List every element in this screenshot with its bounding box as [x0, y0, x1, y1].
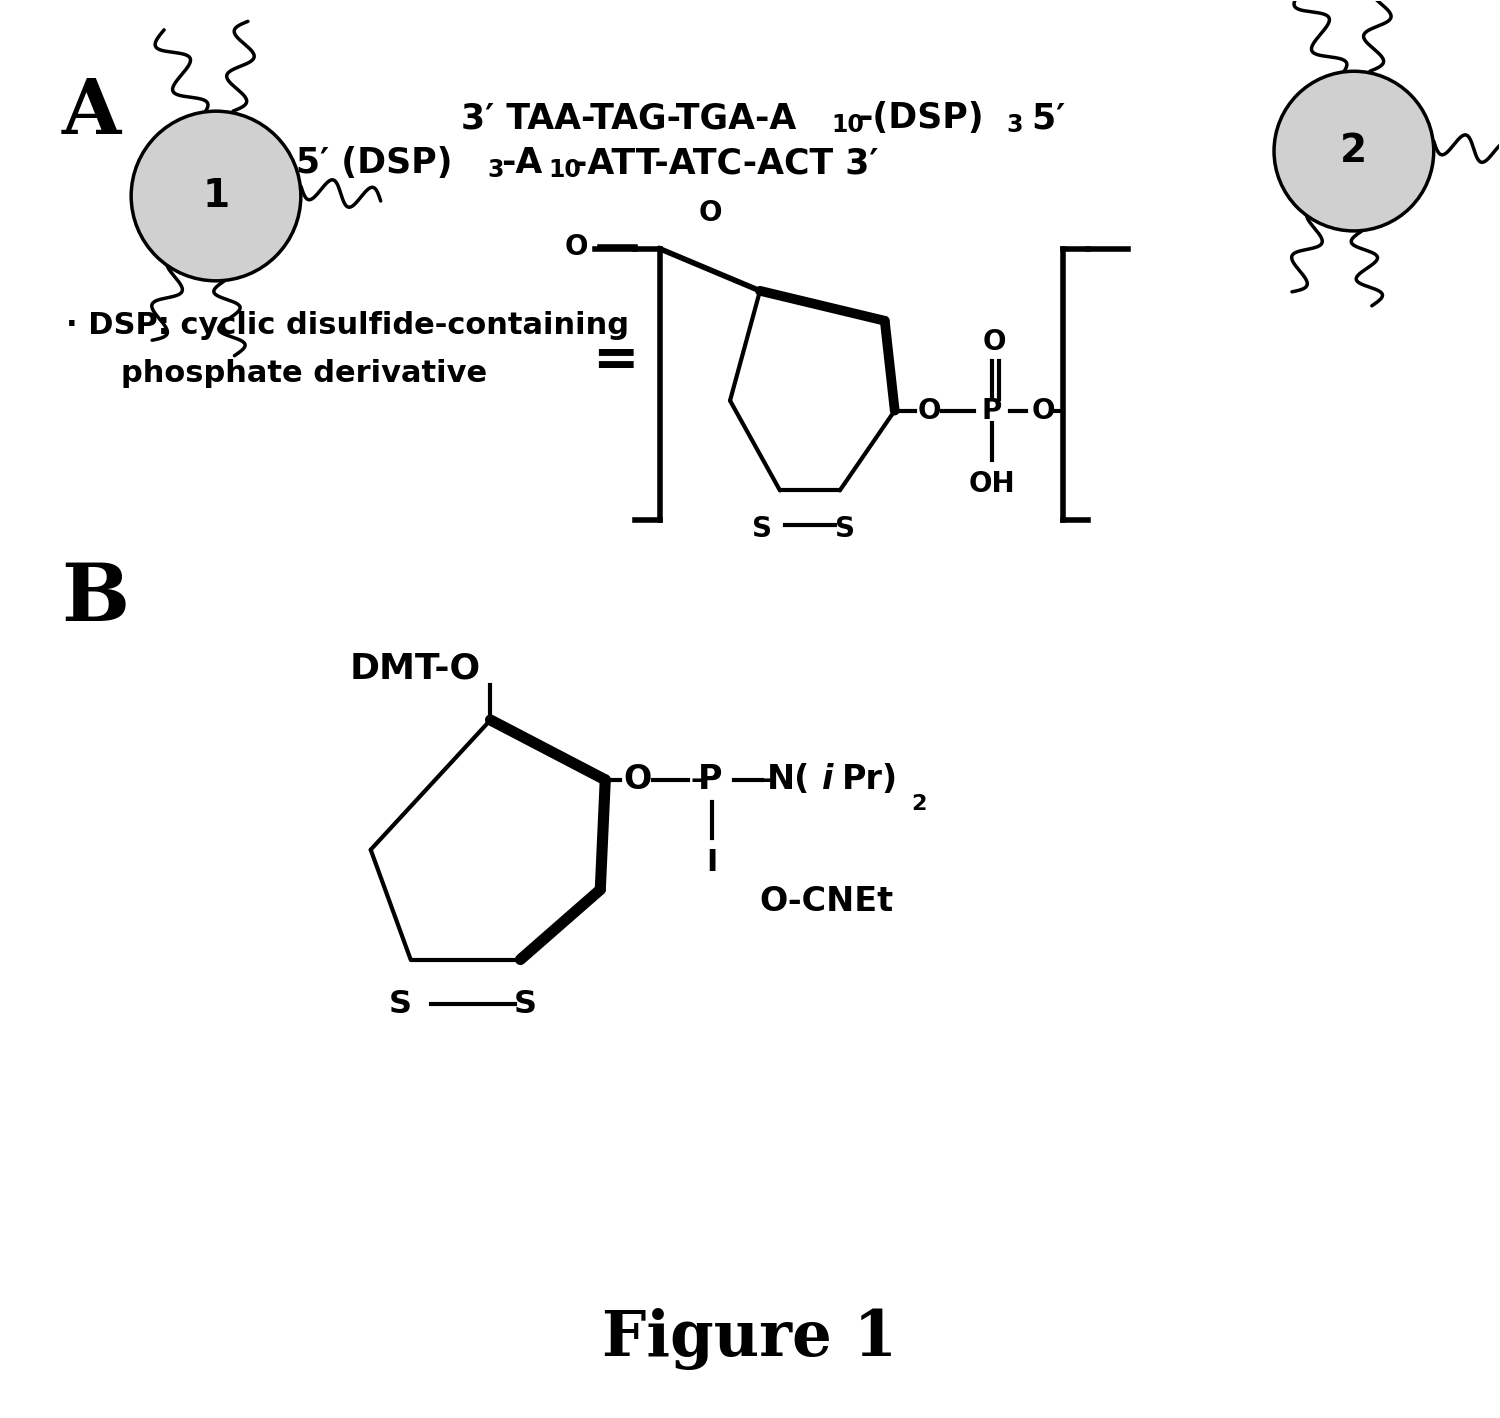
Text: S: S: [388, 990, 412, 1021]
Text: =: =: [592, 333, 639, 387]
Text: P: P: [698, 763, 723, 797]
Text: OH: OH: [968, 471, 1016, 499]
Text: O: O: [982, 328, 1006, 356]
Circle shape: [1274, 71, 1434, 231]
Text: S: S: [752, 515, 772, 543]
Text: Pr): Pr): [842, 763, 898, 797]
Text: N(: N(: [766, 763, 810, 797]
Text: 2: 2: [912, 794, 927, 814]
Text: · DSP: cyclic disulfide-containing: · DSP: cyclic disulfide-containing: [66, 311, 630, 340]
Text: O-CNEt: O-CNEt: [759, 885, 892, 917]
Text: 10: 10: [549, 157, 580, 182]
Text: -(DSP): -(DSP): [858, 101, 984, 135]
Text: –: –: [690, 766, 703, 794]
Text: Figure 1: Figure 1: [603, 1307, 897, 1370]
Text: 3: 3: [1007, 113, 1023, 138]
Text: –: –: [759, 766, 772, 794]
Text: 5′ (DSP): 5′ (DSP): [296, 146, 453, 180]
Text: 2: 2: [1341, 132, 1368, 170]
Text: 3′ TAA-TAG-TGA-A: 3′ TAA-TAG-TGA-A: [460, 101, 796, 135]
Text: DMT-O: DMT-O: [350, 651, 480, 685]
Text: O: O: [566, 233, 588, 261]
Circle shape: [130, 111, 302, 281]
Text: phosphate derivative: phosphate derivative: [122, 359, 488, 387]
Text: i: i: [822, 763, 834, 797]
Text: 10: 10: [833, 113, 864, 138]
Text: I: I: [706, 848, 718, 876]
Text: S: S: [514, 990, 537, 1021]
Text: 3: 3: [488, 157, 504, 182]
Text: O: O: [1032, 397, 1054, 424]
Text: S: S: [836, 515, 855, 543]
Text: O: O: [918, 397, 940, 424]
Text: P: P: [981, 397, 1002, 424]
Text: -A: -A: [501, 146, 543, 180]
Text: 5′: 5′: [1020, 101, 1065, 135]
Text: A: A: [62, 77, 120, 150]
Text: -ATT-ATC-ACT 3′: -ATT-ATC-ACT 3′: [573, 146, 879, 180]
Text: B: B: [62, 560, 129, 638]
Text: O: O: [622, 763, 651, 797]
Text: 1: 1: [202, 177, 229, 216]
Text: O: O: [699, 199, 721, 227]
